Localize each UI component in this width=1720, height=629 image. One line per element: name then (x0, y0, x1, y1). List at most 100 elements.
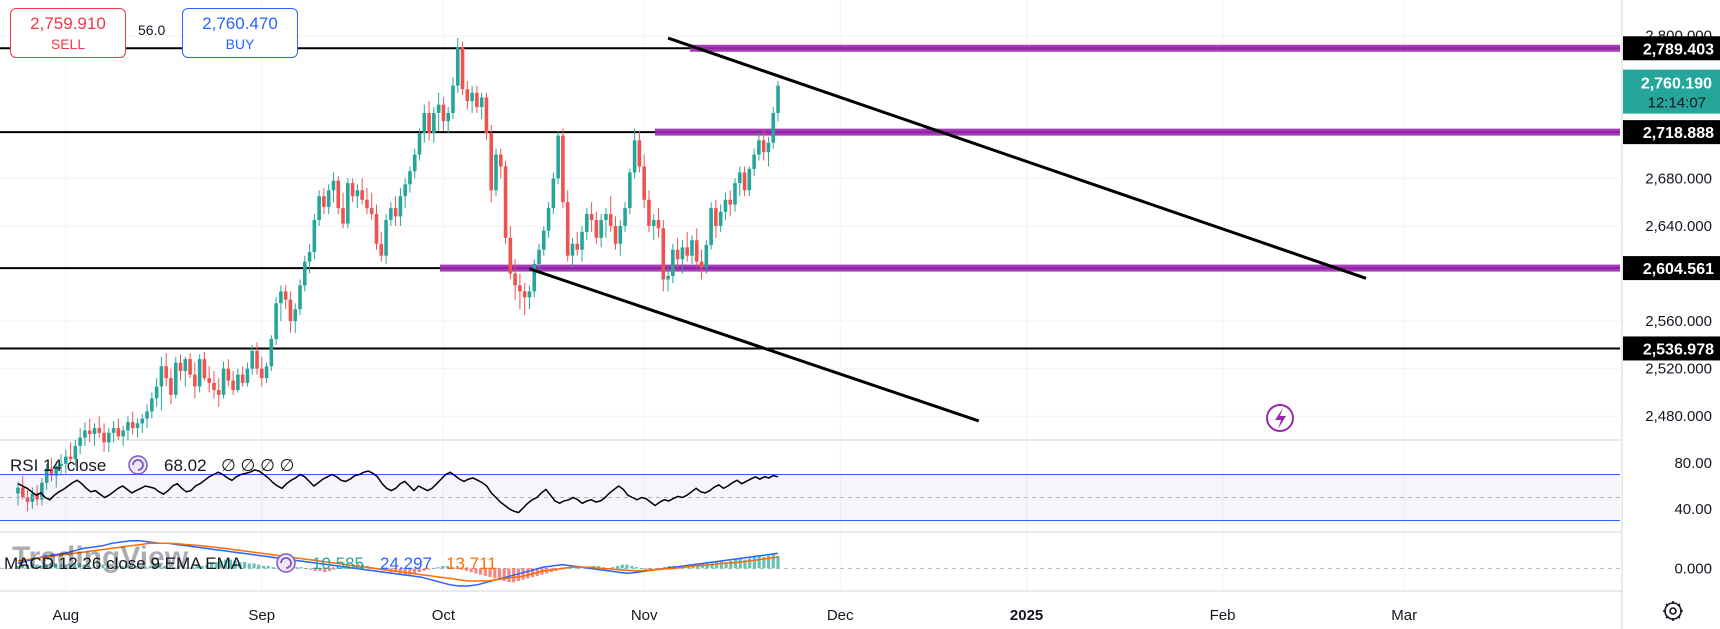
candle (169, 368, 173, 405)
candle-body (25, 497, 30, 502)
macd-hist-bar (176, 565, 181, 569)
candle-body (336, 180, 341, 209)
macd-hist-bar (597, 565, 601, 569)
macd-hist-bar (748, 558, 752, 569)
candle-body (279, 291, 283, 304)
candle-body (346, 183, 350, 224)
macd-hist-bar (417, 568, 421, 573)
candle (532, 259, 537, 298)
time-tick-label: Aug (52, 607, 79, 624)
macd-hist-bar (162, 565, 166, 569)
candle (255, 342, 259, 375)
macd-hist-bar (337, 568, 341, 570)
macd-hist-bar (351, 564, 355, 569)
macd-hist-bar (441, 565, 445, 569)
time-axis[interactable]: Aug Sep Oct Nov Dec 2025 Feb Mar (52, 607, 1417, 624)
candle (671, 243, 675, 284)
macd-hist-bar (620, 564, 624, 569)
macd-hist-bar (422, 568, 426, 571)
candle-body (236, 374, 240, 391)
candle (317, 190, 321, 226)
rsi-loop-icon[interactable] (128, 455, 148, 475)
candle-body (690, 240, 694, 256)
candle (83, 422, 87, 446)
candle (150, 392, 154, 419)
candle (369, 192, 374, 220)
candle-body (150, 398, 154, 412)
macd-loop-icon[interactable] (276, 553, 296, 573)
candle (307, 243, 312, 274)
macd-hist-bar (526, 568, 530, 579)
price-tick-label: 2,640.000 (1645, 218, 1712, 235)
candle-body (183, 359, 188, 372)
candle-body (570, 243, 575, 256)
candle (518, 273, 522, 310)
candle-body (742, 172, 747, 191)
rsi-legend: RSI 14 close 68.02 ∅ ∅ ∅ ∅ (10, 455, 294, 475)
macd-hist-bar (705, 563, 709, 569)
candle-body (427, 112, 431, 134)
lightning-icon[interactable] (1266, 404, 1294, 432)
candle (178, 354, 183, 381)
rsi-pane (0, 469, 1620, 521)
candle (752, 148, 756, 176)
macd-hist-bar (752, 557, 757, 569)
candle-body (470, 92, 474, 102)
candle-body (637, 140, 642, 167)
macd-hist-bar (644, 568, 648, 570)
macd-hist-bar (762, 557, 766, 569)
candle-body (455, 47, 460, 86)
candle (613, 216, 618, 250)
candle (78, 428, 82, 455)
buy-price: 2,760.470 (202, 14, 278, 33)
candle (188, 353, 192, 379)
candle (757, 133, 761, 161)
candle-body (441, 104, 446, 122)
candle (455, 38, 460, 93)
candle (561, 128, 565, 209)
candle-body (494, 154, 498, 191)
candle (412, 148, 417, 179)
candle-body (608, 214, 613, 226)
sell-button[interactable]: 2,759.910 SELL (10, 8, 126, 58)
buy-button[interactable]: 2,760.470 BUY (182, 8, 298, 58)
macd-hist-bar (625, 564, 629, 569)
candle (628, 168, 632, 215)
candle (737, 166, 742, 197)
candle-body (121, 430, 125, 437)
time-tick-label: Sep (248, 607, 275, 624)
candle-body (709, 208, 713, 245)
candle-body (604, 214, 608, 220)
candle-body (350, 183, 355, 197)
candle (436, 92, 441, 131)
time-tick-label: 2025 (1010, 607, 1043, 624)
rsi-tick-label: 80.00 (1674, 455, 1712, 472)
candle-body (116, 428, 121, 437)
gear-icon[interactable] (1660, 598, 1686, 624)
macd-hist-bar (630, 565, 634, 569)
candle-body (135, 423, 140, 429)
candle (326, 184, 331, 215)
candle-body (733, 183, 737, 205)
macd-hist-bar (233, 560, 237, 569)
candle (240, 366, 245, 387)
candle-body (274, 303, 278, 339)
macd-hist-bar (228, 559, 233, 569)
candle (594, 211, 599, 244)
candle-body (159, 366, 164, 387)
candle-body (68, 456, 73, 460)
candle-body (675, 249, 680, 260)
candle (723, 192, 728, 220)
macd-hist-bar (474, 568, 478, 574)
macd-hist-bar (252, 563, 256, 569)
macd-hist-bar (238, 562, 242, 569)
candle (126, 416, 130, 440)
candle (580, 225, 584, 262)
macd-hist-bar (464, 568, 469, 571)
candle (546, 202, 551, 238)
candle (470, 85, 474, 113)
candle (642, 154, 646, 209)
macd-hist-bar (271, 567, 275, 569)
